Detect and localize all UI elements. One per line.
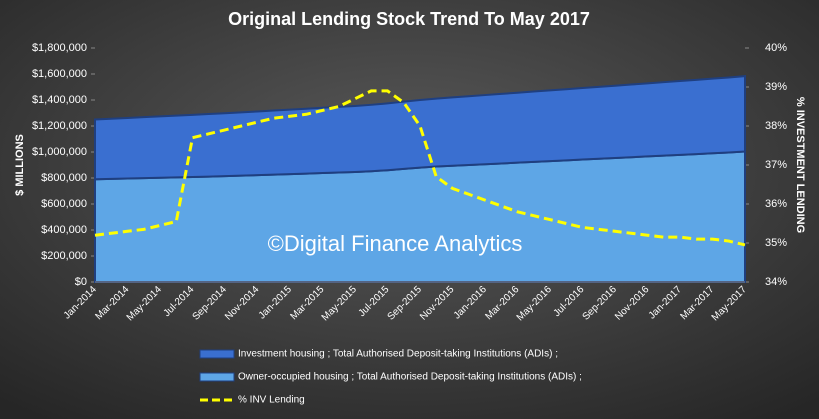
y-tick-label: $1,400,000: [32, 94, 87, 106]
y-tick-label: $600,000: [41, 198, 87, 210]
y2-tick-label: 36%: [765, 198, 787, 210]
y2-tick-label: 35%: [765, 237, 787, 249]
y2-tick-label: 34%: [765, 276, 787, 288]
y2-axis-title: % INVESTMENT LENDING: [794, 97, 806, 233]
y-tick-label: $0: [75, 276, 87, 288]
legend-label: Investment housing ; Total Authorised De…: [238, 349, 558, 360]
y-tick-label: $1,000,000: [32, 146, 87, 158]
y-tick-label: $1,600,000: [32, 68, 87, 80]
legend-label: % INV Lending: [238, 395, 305, 406]
y-tick-label: $1,800,000: [32, 42, 87, 54]
y-tick-label: $400,000: [41, 224, 87, 236]
y2-tick-label: 38%: [765, 120, 787, 132]
y2-tick-label: 40%: [765, 42, 787, 54]
chart-title: Original Lending Stock Trend To May 2017: [228, 9, 590, 29]
y-tick-label: $1,200,000: [32, 120, 87, 132]
annotation: ©Digital Finance Analytics: [268, 231, 523, 256]
y-tick-label: $800,000: [41, 172, 87, 184]
legend-swatch: [199, 372, 235, 382]
y-tick-label: $200,000: [41, 250, 87, 262]
legend-swatch: [199, 349, 235, 359]
legend-label: Owner-occupied housing ; Total Authorise…: [238, 372, 582, 383]
y-axis-title: $ MILLIONS: [14, 134, 26, 196]
y2-tick-label: 37%: [765, 159, 787, 171]
y2-tick-label: 39%: [765, 81, 787, 93]
